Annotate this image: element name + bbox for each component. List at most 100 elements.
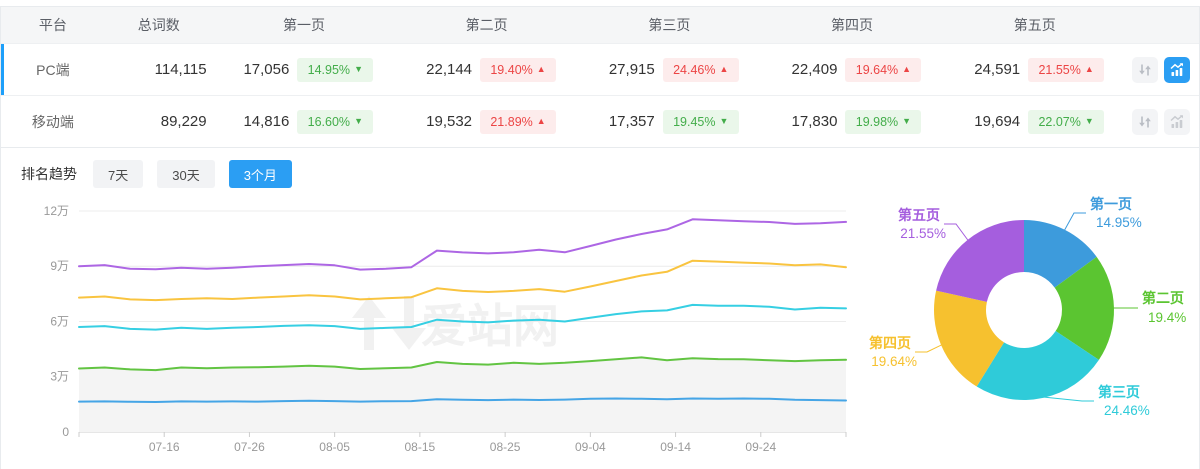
donut-label-name: 第五页 — [898, 207, 940, 223]
table-row[interactable]: 移动端 89,229 14,816 16.60% ▼ 19,532 21.89% … — [1, 95, 1199, 147]
donut-label-name: 第三页 — [1098, 384, 1140, 400]
show-trend-button[interactable] — [1164, 56, 1191, 83]
page-4-cell: 17,830 19.98% ▼ — [761, 109, 944, 134]
donut-slice-第五页 — [936, 220, 1024, 302]
page-distribution-donut-chart[interactable]: 第一页 14.95% 第二页 19.4% 第三页 24.46% 第四页 19.64% 第五页 21… — [821, 190, 1191, 466]
trend-chart-icon — [1170, 114, 1184, 128]
pct-change-badge: 14.95% ▼ — [297, 57, 374, 82]
platform-label: 移动端 — [31, 113, 74, 130]
sort-button[interactable] — [1132, 56, 1159, 83]
svg-text:0: 0 — [62, 425, 69, 439]
page-3-cell: 27,915 24.46% ▲ — [578, 57, 761, 82]
page-3-cell: 17,357 19.45% ▼ — [578, 109, 761, 134]
donut-slice-第二页 — [1054, 256, 1114, 360]
series-line-第三页累计 — [78, 303, 847, 331]
column-header: 第四页 — [831, 17, 874, 33]
total-words-value: 89,229 — [160, 113, 207, 130]
svg-text:09-14: 09-14 — [660, 440, 691, 454]
column-header: 第三页 — [648, 17, 691, 33]
table-header-row: 平台 总词数 第一页 第二页 第三页 第四页 第五页 — [1, 7, 1199, 43]
pct-change-badge: 19.45% ▼ — [662, 109, 739, 134]
charts-row: 爱站网 0 3万 6万 9万 12万 07-16 07-26 08-05 08-15 08-25 09… — [21, 190, 1191, 468]
pct-change-badge: 24.46% ▲ — [662, 57, 739, 82]
trend-title: 排名趋势 — [21, 166, 77, 182]
svg-text:12万: 12万 — [44, 204, 69, 218]
svg-text:08-05: 08-05 — [319, 440, 350, 454]
svg-text:08-15: 08-15 — [405, 440, 436, 454]
sort-button[interactable] — [1132, 108, 1159, 135]
up-triangle-icon: ▲ — [719, 64, 729, 74]
series-line-第二页累计 — [78, 356, 847, 372]
show-trend-button[interactable] — [1164, 108, 1191, 135]
column-header: 总词数 — [137, 17, 180, 33]
page-1-cell: 14,816 16.60% ▼ — [213, 109, 396, 134]
donut-label-name: 第四页 — [869, 335, 911, 351]
rank-trend-line-chart[interactable]: 爱站网 0 3万 6万 9万 12万 07-16 07-26 08-05 08-15 08-25 09… — [21, 190, 871, 456]
donut-slice-第三页 — [976, 331, 1099, 400]
up-triangle-icon: ▲ — [536, 64, 546, 74]
series-line-第一页 — [78, 397, 847, 403]
sort-arrows-icon — [1139, 116, 1151, 127]
series-line-第五页累计 — [78, 218, 847, 271]
page-2-cell: 19,532 21.89% ▲ — [395, 109, 578, 134]
down-triangle-icon: ▼ — [719, 116, 729, 126]
rank-trend-panel: 排名趋势 7天 30天 3个月 爱站网 0 3万 6万 9万 12万 07-16 07-26 08-… — [0, 147, 1200, 469]
range-button-7天[interactable]: 7天 — [93, 160, 144, 188]
pct-change-badge: 21.55% ▲ — [1028, 57, 1105, 82]
donut-label-pct: 19.64% — [871, 354, 917, 369]
page-1-cell: 17,056 14.95% ▼ — [213, 57, 396, 82]
donut-slice-第一页 — [1024, 220, 1097, 288]
column-header: 平台 — [38, 17, 67, 33]
page-count: 22,144 — [426, 61, 473, 78]
down-triangle-icon: ▼ — [354, 116, 363, 126]
series-line-第四页累计 — [78, 259, 847, 302]
sort-arrows-icon — [1139, 64, 1151, 75]
down-triangle-icon: ▼ — [1084, 116, 1094, 126]
svg-text:爱站网: 爱站网 — [421, 300, 559, 352]
page-count: 22,409 — [791, 61, 838, 78]
range-button-30天[interactable]: 30天 — [157, 160, 215, 188]
page-count: 17,056 — [243, 61, 290, 78]
column-header: 第一页 — [282, 17, 325, 33]
page-count: 24,591 — [974, 61, 1021, 78]
page-count: 19,694 — [974, 113, 1021, 130]
column-header: 第二页 — [465, 17, 508, 33]
svg-text:08-25: 08-25 — [490, 440, 521, 454]
platform-label: PC端 — [36, 61, 70, 78]
svg-text:07-26: 07-26 — [234, 440, 265, 454]
donut-label-pct: 19.4% — [1148, 310, 1186, 325]
svg-text:07-16: 07-16 — [149, 440, 180, 454]
page-5-cell: 19,694 22.07% ▼ — [943, 109, 1126, 134]
page-count: 17,830 — [791, 113, 838, 130]
page-count: 14,816 — [243, 113, 290, 130]
trend-chart-icon — [1170, 62, 1184, 76]
up-triangle-icon: ▲ — [536, 116, 546, 126]
up-triangle-icon: ▲ — [1084, 64, 1094, 74]
svg-text:09-24: 09-24 — [745, 440, 776, 454]
pct-change-badge: 19.64% ▲ — [845, 57, 922, 82]
pct-change-badge: 21.89% ▲ — [480, 109, 557, 134]
keyword-table-panel: 平台 总词数 第一页 第二页 第三页 第四页 第五页 PC端 114,115 17,056 1… — [0, 6, 1200, 147]
svg-text:09-04: 09-04 — [575, 440, 606, 454]
donut-label-pct: 21.55% — [900, 226, 946, 241]
svg-text:3万: 3万 — [50, 370, 69, 384]
page-count: 17,357 — [608, 113, 655, 130]
up-triangle-icon: ▲ — [902, 64, 912, 74]
page-4-cell: 22,409 19.64% ▲ — [761, 57, 944, 82]
pct-change-badge: 19.40% ▲ — [480, 57, 557, 82]
svg-text:6万: 6万 — [50, 314, 69, 328]
table-row[interactable]: PC端 114,115 17,056 14.95% ▼ 22,144 19.40%… — [1, 43, 1199, 95]
page-5-cell: 24,591 21.55% ▲ — [943, 57, 1126, 82]
page-count: 27,915 — [608, 61, 655, 78]
range-button-3个月[interactable]: 3个月 — [228, 160, 292, 188]
down-triangle-icon: ▼ — [354, 64, 363, 74]
total-words-value: 114,115 — [154, 61, 207, 78]
page-2-cell: 22,144 19.40% ▲ — [395, 57, 578, 82]
donut-label-pct: 14.95% — [1096, 215, 1142, 230]
pct-change-badge: 22.07% ▼ — [1028, 109, 1105, 134]
pct-change-badge: 16.60% ▼ — [297, 109, 374, 134]
svg-text:9万: 9万 — [50, 259, 69, 273]
pct-change-badge: 19.98% ▼ — [845, 109, 922, 134]
watermark: 爱站网 — [352, 296, 559, 352]
